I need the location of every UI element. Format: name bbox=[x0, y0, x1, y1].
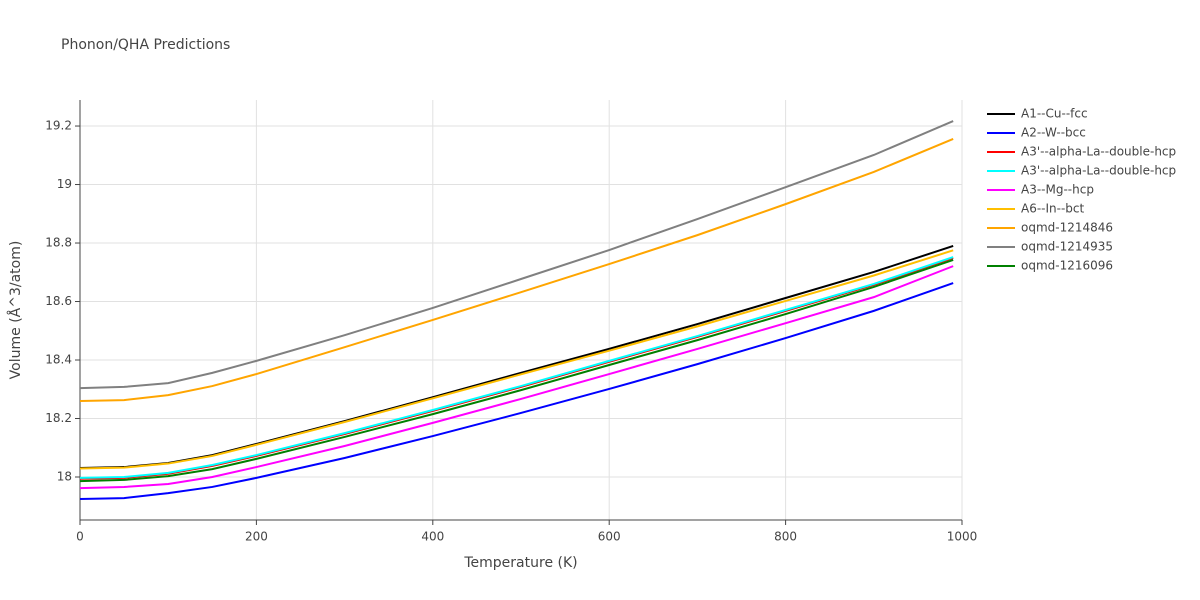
legend-label: A6--In--bct bbox=[1021, 202, 1085, 216]
series-line bbox=[79, 282, 954, 500]
series-line bbox=[79, 265, 954, 490]
x-tick-label: 800 bbox=[774, 530, 797, 544]
x-tick-label: 600 bbox=[598, 530, 621, 544]
y-tick-label: 18.8 bbox=[45, 236, 72, 250]
series-line bbox=[79, 259, 954, 483]
x-tick-label: 0 bbox=[76, 530, 84, 544]
x-axis-label: Temperature (K) bbox=[463, 555, 577, 571]
y-tick-label: 19.2 bbox=[45, 119, 72, 133]
series-line bbox=[79, 249, 954, 470]
y-tick-label: 18.4 bbox=[45, 353, 72, 367]
y-axis-label: Volume (Å^3/atom) bbox=[7, 241, 24, 380]
y-tick-label: 18.2 bbox=[45, 411, 72, 425]
series-line bbox=[79, 256, 954, 479]
legend-label: A3--Mg--hcp bbox=[1021, 183, 1094, 197]
legend-label: A3'--alpha-La--double-hcp bbox=[1021, 145, 1176, 159]
legend-label: oqmd-1216096 bbox=[1021, 259, 1113, 273]
x-tick-label: 400 bbox=[421, 530, 444, 544]
legend-label: oqmd-1214846 bbox=[1021, 221, 1113, 235]
legend-label: A2--W--bcc bbox=[1021, 126, 1086, 140]
x-tick-label: 200 bbox=[245, 530, 268, 544]
series-line bbox=[79, 244, 954, 469]
y-tick-label: 18 bbox=[57, 470, 72, 484]
series-line bbox=[79, 120, 954, 390]
legend-label: oqmd-1214935 bbox=[1021, 240, 1113, 254]
chart-title: Phonon/QHA Predictions bbox=[61, 37, 230, 53]
legend-label: A3'--alpha-La--double-hcp bbox=[1021, 164, 1176, 178]
y-tick-label: 18.6 bbox=[45, 294, 72, 308]
series-line bbox=[79, 137, 954, 402]
x-tick-label: 1000 bbox=[947, 530, 978, 544]
y-tick-label: 19 bbox=[57, 177, 72, 191]
legend-label: A1--Cu--fcc bbox=[1021, 107, 1088, 121]
